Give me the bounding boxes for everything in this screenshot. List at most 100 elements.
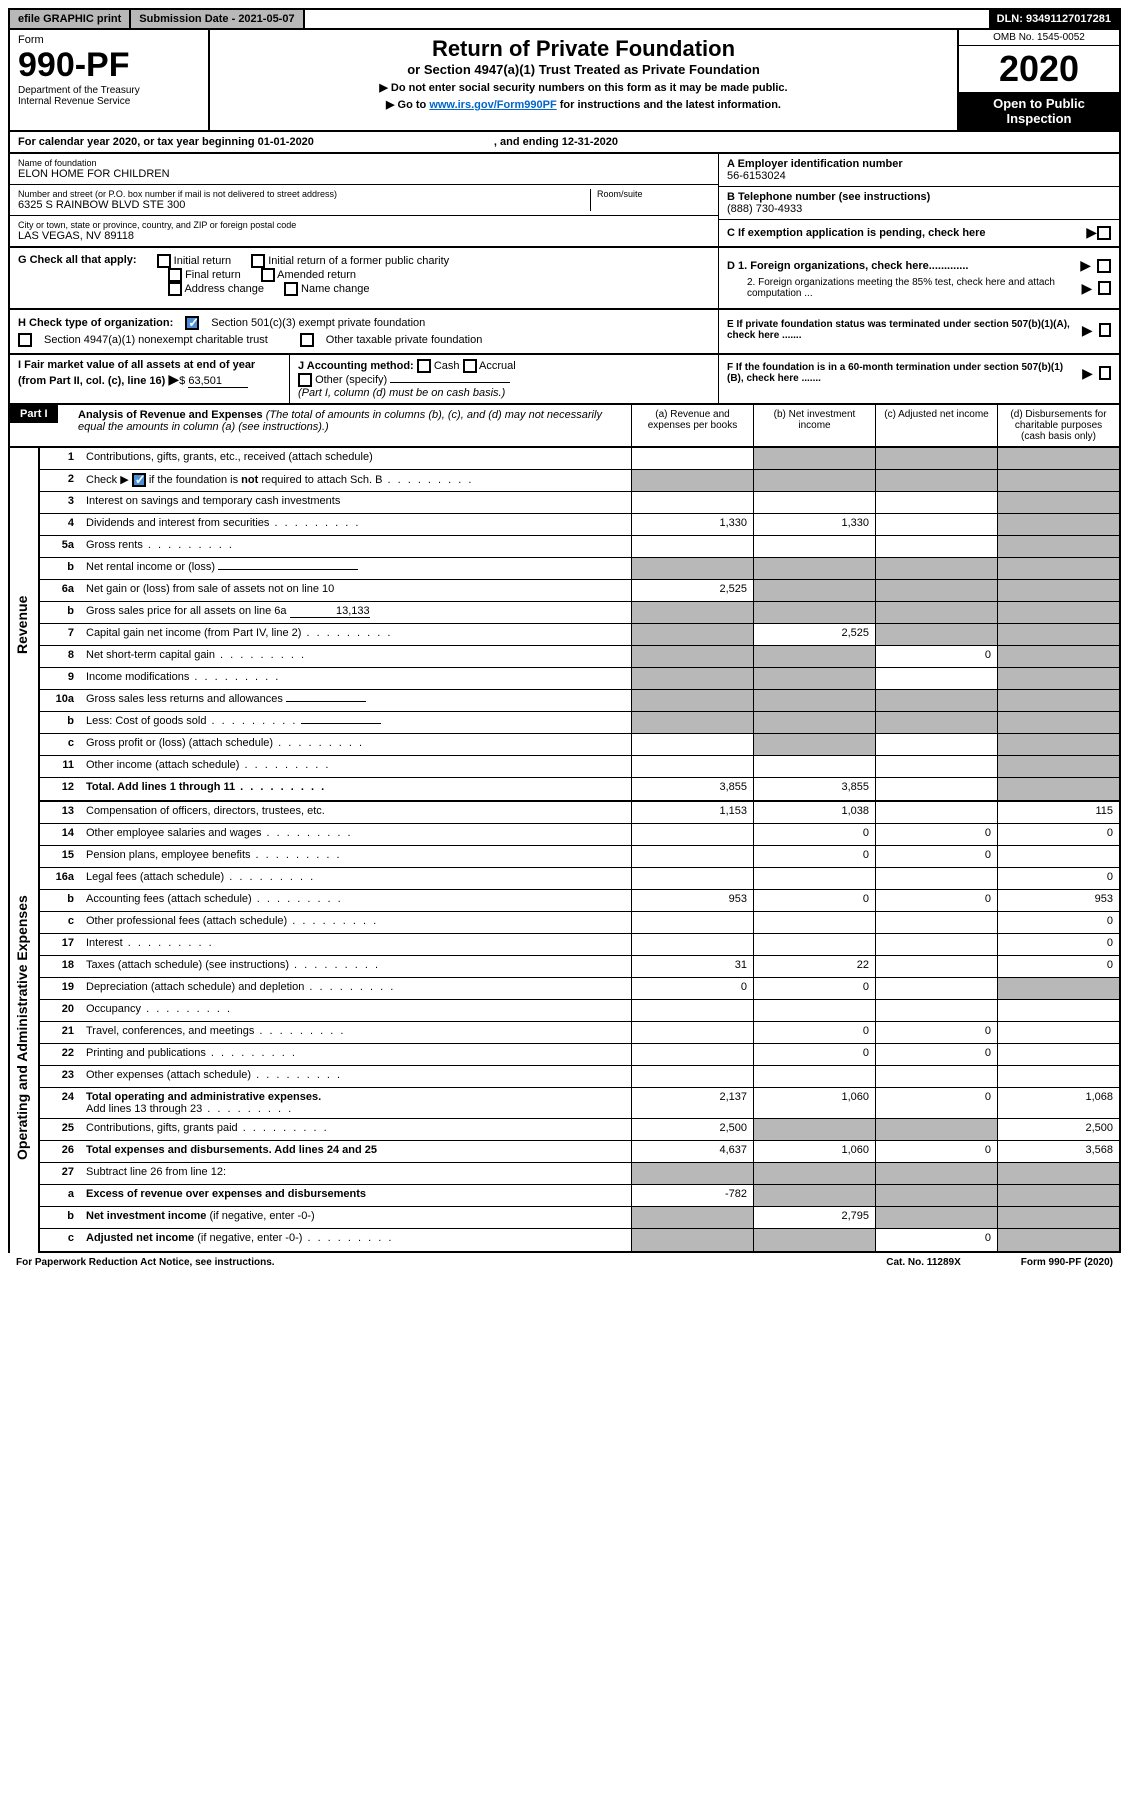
l6b-val: 13,133 <box>290 605 370 618</box>
tax-year: 2020 <box>959 46 1119 92</box>
amended-checkbox[interactable] <box>261 268 275 282</box>
foundation-name: ELON HOME FOR CHILDREN <box>18 168 710 180</box>
ein-label: A Employer identification number <box>727 158 1111 170</box>
name-change-checkbox[interactable] <box>284 282 298 296</box>
phone-value: (888) 730-4933 <box>727 203 1111 215</box>
initial-return-checkbox[interactable] <box>157 254 171 268</box>
page-footer: For Paperwork Reduction Act Notice, see … <box>8 1253 1121 1272</box>
line-23: Other expenses (attach schedule) <box>86 1069 251 1081</box>
initial-return-label: Initial return <box>174 255 231 267</box>
e-checkbox[interactable] <box>1099 323 1111 337</box>
l14-d: 0 <box>997 824 1119 845</box>
h3-checkbox[interactable] <box>300 333 314 347</box>
l25-d: 2,500 <box>997 1119 1119 1140</box>
h-label: H Check type of organization: <box>18 317 173 329</box>
foundation-city: LAS VEGAS, NV 89118 <box>18 230 710 242</box>
line-20: Occupancy <box>86 1003 141 1015</box>
irs-link[interactable]: www.irs.gov/Form990PF <box>429 99 556 111</box>
addr-change-label: Address change <box>184 283 264 295</box>
line-2b: if the foundation is not required to att… <box>149 474 383 486</box>
line-10a: Gross sales less returns and allowances <box>86 693 283 705</box>
line-6a: Net gain or (loss) from sale of assets n… <box>80 580 631 601</box>
l25-a: 2,500 <box>631 1119 753 1140</box>
col-a-header: (a) Revenue and expenses per books <box>631 405 753 446</box>
address-label: Number and street (or P.O. box number if… <box>18 189 590 199</box>
line-27b-bold: Net investment income <box>86 1210 206 1222</box>
arrow-icon: ▶ <box>1082 365 1093 382</box>
instruction-2-pre: ▶ Go to <box>386 99 429 111</box>
efile-button[interactable]: efile GRAPHIC print <box>10 10 131 28</box>
line-8: Net short-term capital gain <box>86 649 215 661</box>
l16c-d: 0 <box>997 912 1119 933</box>
f-checkbox[interactable] <box>1099 366 1111 380</box>
dln-number: DLN: 93491127017281 <box>989 10 1119 28</box>
l24-d: 1,068 <box>997 1088 1119 1118</box>
l4-a: 1,330 <box>631 514 753 535</box>
instruction-1: ▶ Do not enter social security numbers o… <box>216 81 951 94</box>
l13-d: 115 <box>997 802 1119 823</box>
line-27a: Excess of revenue over expenses and disb… <box>80 1185 631 1206</box>
l24-c: 0 <box>875 1088 997 1118</box>
l18-b: 22 <box>753 956 875 977</box>
foundation-address: 6325 S RAINBOW BLVD STE 300 <box>18 199 590 211</box>
l16b-c: 0 <box>875 890 997 911</box>
c-checkbox[interactable] <box>1097 226 1111 240</box>
line-15: Pension plans, employee benefits <box>86 849 251 861</box>
line-16c: Other professional fees (attach schedule… <box>86 915 287 927</box>
name-label: Name of foundation <box>18 158 710 168</box>
l14-b: 0 <box>753 824 875 845</box>
line-24: Total operating and administrative expen… <box>86 1091 321 1103</box>
l17-d: 0 <box>997 934 1119 955</box>
l13-b: 1,038 <box>753 802 875 823</box>
line-27: Subtract line 26 from line 12: <box>80 1163 631 1184</box>
line-19: Depreciation (attach schedule) and deple… <box>86 981 304 993</box>
arrow-icon: ▶ <box>168 371 179 387</box>
schb-checkbox[interactable] <box>132 473 146 487</box>
l21-c: 0 <box>875 1022 997 1043</box>
arrow-icon: ▶ <box>1081 280 1092 297</box>
line-10c: Gross profit or (loss) (attach schedule) <box>86 737 273 749</box>
accrual-label: Accrual <box>479 360 516 372</box>
calendar-year-row: For calendar year 2020, or tax year begi… <box>8 132 1121 154</box>
l6a-a: 2,525 <box>631 580 753 601</box>
initial-former-checkbox[interactable] <box>251 254 265 268</box>
d1-checkbox[interactable] <box>1097 259 1111 273</box>
l16b-a: 953 <box>631 890 753 911</box>
dept-treasury: Department of the Treasury <box>18 85 200 96</box>
revenue-section: Revenue 1Contributions, gifts, grants, e… <box>8 448 1121 802</box>
final-return-checkbox[interactable] <box>168 268 182 282</box>
l16a-d: 0 <box>997 868 1119 889</box>
l18-a: 31 <box>631 956 753 977</box>
part1-header: Part I Analysis of Revenue and Expenses … <box>8 405 1121 448</box>
final-return-label: Final return <box>185 269 241 281</box>
arrow-icon: ▶ <box>1082 322 1093 339</box>
expenses-section: Operating and Administrative Expenses 13… <box>8 802 1121 1253</box>
cash-checkbox[interactable] <box>417 359 431 373</box>
l4-b: 1,330 <box>753 514 875 535</box>
line-5b: Net rental income or (loss) <box>86 561 215 573</box>
line-10b: Less: Cost of goods sold <box>86 715 206 727</box>
expenses-side-label: Operating and Administrative Expenses <box>8 802 38 1253</box>
footer-mid: Cat. No. 11289X <box>886 1257 960 1268</box>
calendar-begin: For calendar year 2020, or tax year begi… <box>18 136 314 148</box>
other-checkbox[interactable] <box>298 373 312 387</box>
l19-a: 0 <box>631 978 753 999</box>
line-9: Income modifications <box>86 671 189 683</box>
accrual-checkbox[interactable] <box>463 359 477 373</box>
line-12: Total. Add lines 1 through 11 <box>86 781 235 793</box>
h2-checkbox[interactable] <box>18 333 32 347</box>
l27c-c: 0 <box>875 1229 997 1251</box>
l26-a: 4,637 <box>631 1141 753 1162</box>
l15-b: 0 <box>753 846 875 867</box>
line-2a: Check ▶ <box>86 474 129 486</box>
l26-d: 3,568 <box>997 1141 1119 1162</box>
line-25: Contributions, gifts, grants paid <box>86 1122 238 1134</box>
line-3: Interest on savings and temporary cash i… <box>80 492 631 513</box>
l24-b: 1,060 <box>753 1088 875 1118</box>
addr-change-checkbox[interactable] <box>168 282 182 296</box>
foundation-info: Name of foundation ELON HOME FOR CHILDRE… <box>8 154 1121 248</box>
arrow-icon: ▶ <box>1086 224 1097 241</box>
l27b-b: 2,795 <box>753 1207 875 1228</box>
h1-checkbox[interactable] <box>185 316 199 330</box>
d2-checkbox[interactable] <box>1098 281 1111 295</box>
